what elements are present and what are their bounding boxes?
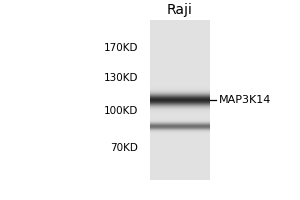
Text: 130KD: 130KD — [103, 73, 138, 83]
Text: 70KD: 70KD — [110, 143, 138, 153]
Text: MAP3K14: MAP3K14 — [219, 95, 272, 105]
Text: 170KD: 170KD — [103, 43, 138, 53]
Text: Raji: Raji — [167, 3, 193, 17]
Text: 100KD: 100KD — [103, 106, 138, 116]
